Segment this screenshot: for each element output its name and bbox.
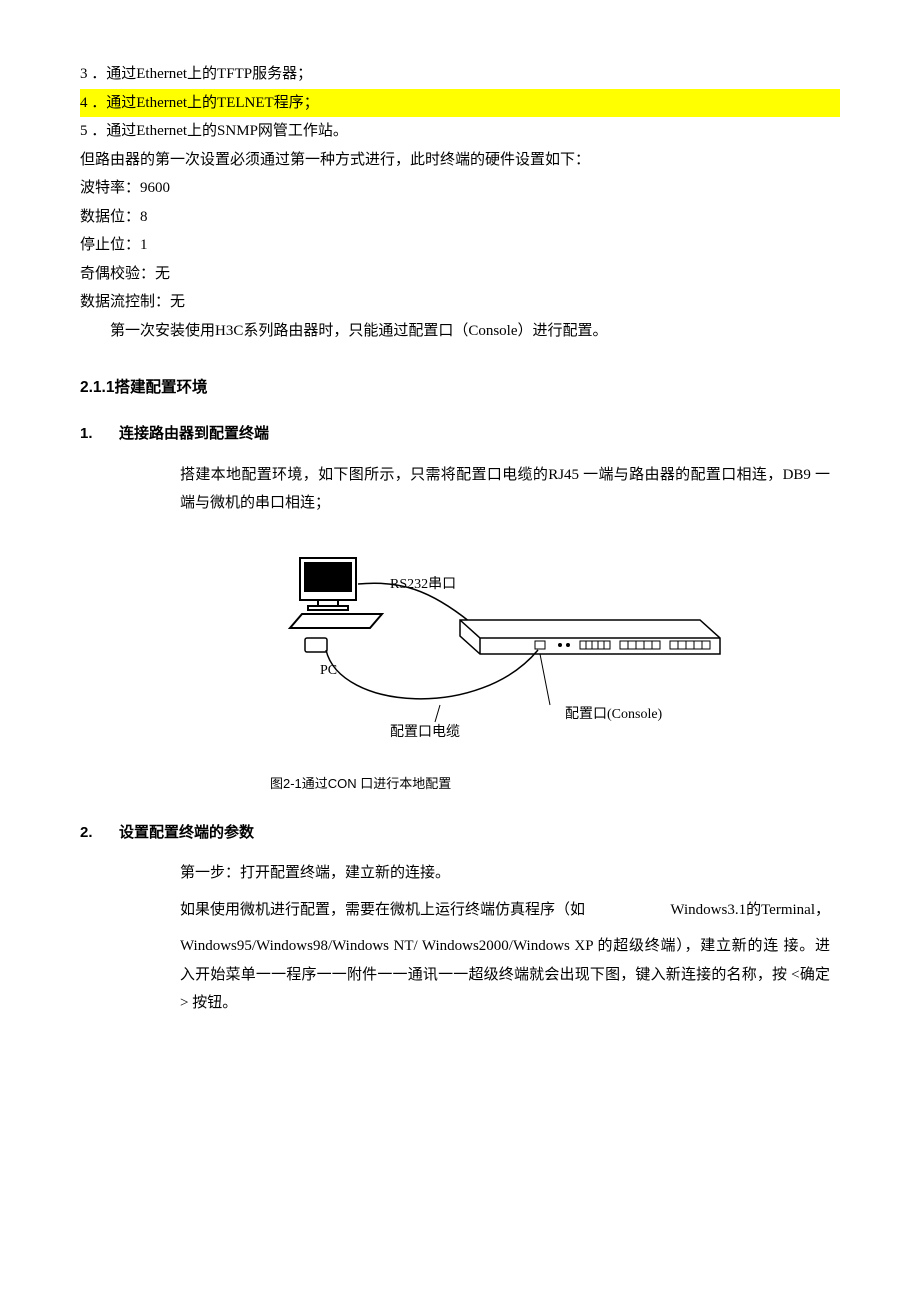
list-item-4-highlighted: 4 ．通过Ethernet上的TELNET程序； xyxy=(80,89,840,118)
figure-caption: 图2-1通过CON 口进行本地配置 xyxy=(270,772,840,797)
heading-2-1-1: 2.1.1搭建配置环境 xyxy=(80,373,840,402)
para-first-setup: 但路由器的第一次设置必须通过第一种方式进行，此时终端的硬件设置如下： xyxy=(80,146,840,175)
section-2-para-2: 如果使用微机进行配置，需要在微机上运行终端仿真程序（如 Windows3.1的T… xyxy=(180,896,830,925)
para-baud: 波特率：9600 xyxy=(80,174,840,203)
diagram-svg: PC RS232串口 xyxy=(280,550,780,750)
section-2-para-1: 第一步：打开配置终端，建立新的连接。 xyxy=(180,859,830,888)
section-2-body: 第一步：打开配置终端，建立新的连接。 如果使用微机进行配置，需要在微机上运行终端… xyxy=(180,859,830,1018)
para-parity: 奇偶校验：无 xyxy=(80,260,840,289)
subheading-2-title: 设置配置终端的参数 xyxy=(119,824,254,841)
para-databits: 数据位：8 xyxy=(80,203,840,232)
subheading-2: 2.设置配置终端的参数 xyxy=(80,819,840,848)
list-item-3: 3 ．通过Ethernet上的TFTP服务器； xyxy=(80,60,840,89)
figure-2-1: PC RS232串口 xyxy=(80,550,840,750)
para-first-install: 第一次安装使用H3C系列路由器时，只能通过配置口（Console）进行配置。 xyxy=(80,317,840,346)
section-1-para: 搭建本地配置环境，如下图所示，只需将配置口电缆的RJ45 一端与路由器的配置口相… xyxy=(180,461,830,518)
rs232-label: RS232串口 xyxy=(390,576,456,592)
section-1-body: 搭建本地配置环境，如下图所示，只需将配置口电缆的RJ45 一端与路由器的配置口相… xyxy=(180,461,830,518)
list-item-5: 5 ．通过Ethernet上的SNMP网管工作站。 xyxy=(80,117,840,146)
subheading-1: 1.连接路由器到配置终端 xyxy=(80,420,840,449)
subheading-1-title: 连接路由器到配置终端 xyxy=(119,425,269,442)
console-label: 配置口(Console) xyxy=(565,706,663,722)
para-stopbits: 停止位：1 xyxy=(80,231,840,260)
subheading-2-num: 2. xyxy=(80,819,119,848)
section-2-para-3: Windows95/Windows98/Windows NT/ Windows2… xyxy=(180,932,830,1018)
cable-label: 配置口电缆 xyxy=(390,724,460,740)
para-flow: 数据流控制：无 xyxy=(80,288,840,317)
pc-label: PC xyxy=(320,663,337,678)
subheading-1-num: 1. xyxy=(80,420,119,449)
document-page: 3 ．通过Ethernet上的TFTP服务器； 4 ．通过Ethernet上的T… xyxy=(0,0,920,1086)
